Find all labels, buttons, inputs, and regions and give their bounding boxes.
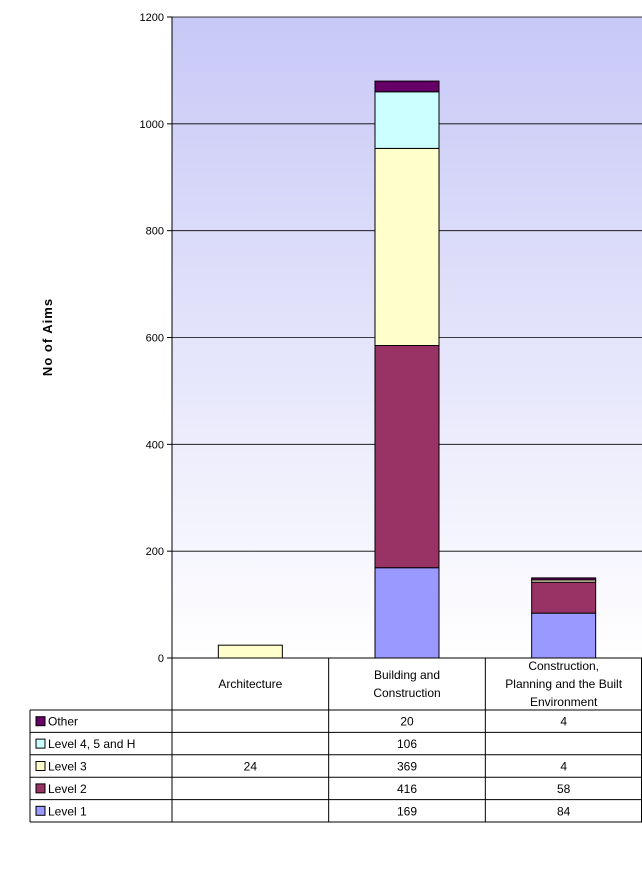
category-label: Planning and the Built	[505, 677, 622, 691]
legend-swatch-level-3	[35, 761, 46, 771]
table-cell-value: 20	[400, 715, 414, 729]
legend-label: Level 4, 5 and H	[48, 737, 135, 751]
y-tick-label: 0	[158, 653, 164, 665]
y-tick-label: 200	[146, 546, 164, 558]
legend-swatch-level-2	[35, 783, 46, 794]
bar-level-2-1	[374, 345, 440, 569]
y-tick-label: 1200	[140, 12, 164, 24]
y-axis-title: No of Aims	[40, 298, 55, 376]
legend-swatch-other	[35, 716, 46, 727]
category-label: Architecture	[218, 677, 282, 691]
table-cell-value: 84	[557, 804, 571, 818]
table-cell-value: 416	[397, 782, 417, 796]
table-cell-value: 369	[397, 760, 417, 774]
bar-level-1-1	[374, 567, 440, 659]
table-cell-value: 24	[244, 760, 258, 774]
y-tick-label: 1000	[140, 119, 164, 131]
bar-level-3-1	[374, 147, 440, 347]
legend-swatch-level-1	[35, 805, 46, 816]
bar-level-4-5-and-h-1	[374, 91, 440, 149]
category-label: Environment	[530, 695, 598, 709]
bar-other-1	[374, 80, 440, 93]
bar-other-2	[531, 577, 597, 581]
table-cell-value: 4	[560, 715, 567, 729]
y-tick-label: 600	[146, 333, 164, 345]
bar-level-1-2	[531, 612, 597, 659]
legend-label: Level 1	[48, 804, 87, 818]
category-label: Building and	[374, 668, 440, 682]
bar-level-2-2	[531, 581, 597, 614]
legend-label: Other	[48, 715, 78, 729]
y-tick-label: 800	[146, 226, 164, 238]
table-cell-value: 169	[397, 804, 417, 818]
table-cell-value: 4	[560, 760, 567, 774]
y-tick-label: 400	[146, 439, 164, 451]
bar-level-3-0	[217, 644, 283, 659]
table-cell-value: 58	[557, 782, 571, 796]
legend-swatch-level-4-5-and-h	[35, 738, 46, 749]
legend-label: Level 3	[48, 760, 87, 774]
category-label: Construction,	[528, 659, 599, 673]
table-cell-value: 106	[397, 737, 417, 751]
category-label: Construction	[373, 686, 440, 700]
legend-label: Level 2	[48, 782, 87, 796]
